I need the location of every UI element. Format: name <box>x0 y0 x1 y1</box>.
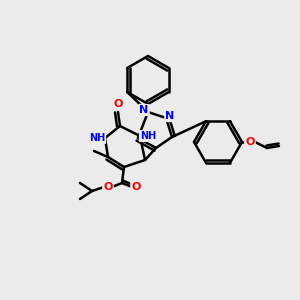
Text: NH: NH <box>89 133 105 143</box>
Text: O: O <box>131 182 141 192</box>
Text: NH: NH <box>140 131 156 141</box>
Text: N: N <box>165 111 175 121</box>
Text: N: N <box>140 105 148 115</box>
Text: O: O <box>113 99 123 109</box>
Text: O: O <box>245 137 255 147</box>
Text: O: O <box>103 182 113 192</box>
